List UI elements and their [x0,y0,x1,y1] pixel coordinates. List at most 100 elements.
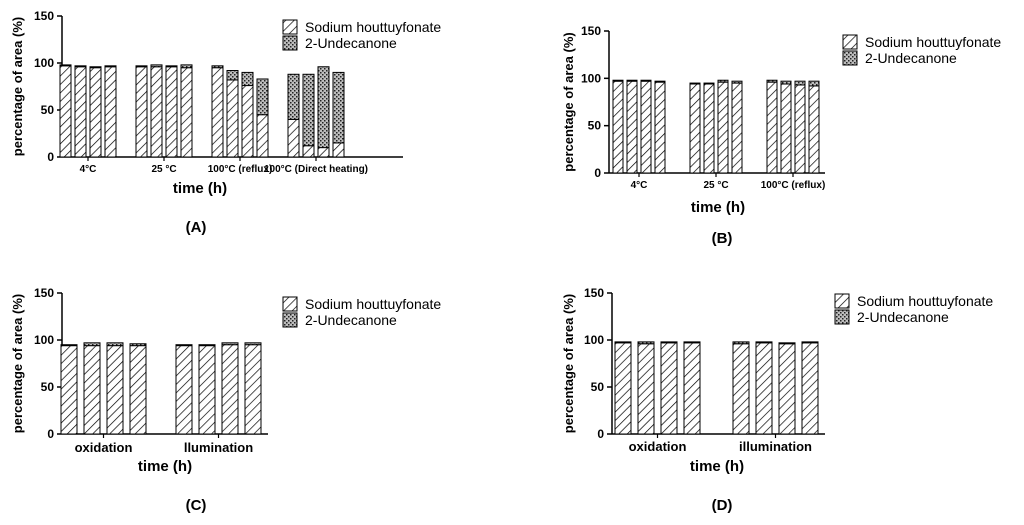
bar-2-undecanone [180,64,193,69]
legend-label-undecanone: 2-Undecanone [865,50,957,66]
bar-sodium-houttuyfonate [302,145,315,158]
bar-2-undecanone [175,344,193,347]
bar-2-undecanone [221,342,239,346]
bar-sodium-houttuyfonate [689,83,701,174]
bar-2-undecanone [778,342,796,345]
bar-sodium-houttuyfonate [129,345,147,435]
bar-sodium-houttuyfonate [703,83,715,174]
y-tick-label: 100 [581,71,601,85]
legend-label-sodium: Sodium houttuyfonate [305,296,441,312]
panel-label: (B) [712,230,733,247]
y-axis-title: percentage of area (%) [561,32,576,171]
bar-sodium-houttuyfonate [89,67,102,158]
x-category-label: 4°C [631,180,648,191]
bar-sodium-houttuyfonate [175,345,193,435]
bar-2-undecanone [59,64,72,67]
bar-sodium-houttuyfonate [135,66,148,158]
legend-swatch-sodium [282,19,298,35]
y-axis-title: percentage of area (%) [10,17,25,156]
y-tick-label: 150 [581,24,601,38]
bar-sodium-houttuyfonate [780,83,792,174]
bar-2-undecanone [89,66,102,69]
bar-sodium-houttuyfonate [614,342,632,435]
bar-sodium-houttuyfonate [808,85,820,174]
x-category-label: 25 °C [151,164,176,175]
bar-sodium-houttuyfonate [794,84,806,174]
bar-2-undecanone [198,344,216,347]
bar-sodium-houttuyfonate [150,66,163,158]
bar-2-undecanone [637,341,655,345]
y-tick-label: 50 [41,103,55,117]
bar-2-undecanone [766,79,778,83]
bar-2-undecanone [302,73,315,147]
y-tick-label: 0 [594,166,601,180]
bar-sodium-houttuyfonate [612,80,624,174]
x-category-label: llumination [184,440,253,455]
bar-2-undecanone [732,341,750,345]
x-axis-title: time (h) [173,180,227,197]
bar-2-undecanone [244,342,262,346]
y-axis-title: percentage of area (%) [561,294,576,433]
bar-sodium-houttuyfonate [198,345,216,435]
y-tick-label: 50 [588,119,602,133]
bar-2-undecanone [731,80,743,84]
bar-sodium-houttuyfonate [59,65,72,158]
panel-label: (A) [186,219,207,236]
legend-swatch-undecanone [282,35,298,51]
bar-sodium-houttuyfonate [165,66,178,158]
bar-sodium-houttuyfonate [766,81,778,174]
bar-sodium-houttuyfonate [74,66,87,158]
x-category-label: 100°C (Direct heating) [264,164,368,175]
bar-2-undecanone [74,65,87,68]
bar-sodium-houttuyfonate [221,344,239,435]
bar-2-undecanone [640,79,652,82]
legend-swatch-sodium [842,34,858,50]
y-tick-label: 150 [584,286,604,300]
legend-swatch-undecanone [842,50,858,66]
bar-sodium-houttuyfonate [106,345,124,435]
bar-2-undecanone [683,341,701,344]
bar-sodium-houttuyfonate [654,81,666,174]
legend-label-sodium: Sodium houttuyfonate [857,293,993,309]
bar-sodium-houttuyfonate [241,85,254,158]
legend-swatch-sodium [282,296,298,312]
y-tick-label: 50 [41,380,55,394]
bar-2-undecanone [129,343,147,347]
bar-2-undecanone [626,79,638,82]
bar-2-undecanone [317,66,330,149]
bar-2-undecanone [226,70,239,81]
panel-label: (D) [712,497,733,514]
bar-2-undecanone [614,341,632,344]
bar-sodium-houttuyfonate [287,118,300,158]
bar-2-undecanone [801,341,819,344]
y-tick-label: 0 [597,427,604,441]
chart-panel-c: 0 50 100 150 percentage of area (%) oxidation… [10,286,441,514]
bar-sodium-houttuyfonate [332,142,345,158]
bar-2-undecanone [60,344,78,347]
y-tick-label: 50 [591,380,605,394]
legend-label-sodium: Sodium houttuyfonate [305,19,441,35]
bar-2-undecanone [703,82,715,85]
bar-2-undecanone [165,65,178,68]
bar-sodium-houttuyfonate [683,342,701,435]
bar-2-undecanone [104,65,117,68]
y-tick-label: 0 [47,427,54,441]
bar-sodium-houttuyfonate [640,80,652,174]
bar-2-undecanone [717,79,729,83]
y-tick-label: 150 [34,9,54,23]
bar-sodium-houttuyfonate [637,343,655,435]
legend-label-undecanone: 2-Undecanone [305,35,397,51]
bar-sodium-houttuyfonate [732,343,750,435]
y-tick-label: 100 [34,56,54,70]
bar-sodium-houttuyfonate [731,82,743,174]
x-axis-title: time (h) [690,458,744,475]
bar-2-undecanone [660,341,678,344]
y-tick-label: 100 [34,333,54,347]
bar-2-undecanone [689,82,701,85]
bar-2-undecanone [287,73,300,120]
